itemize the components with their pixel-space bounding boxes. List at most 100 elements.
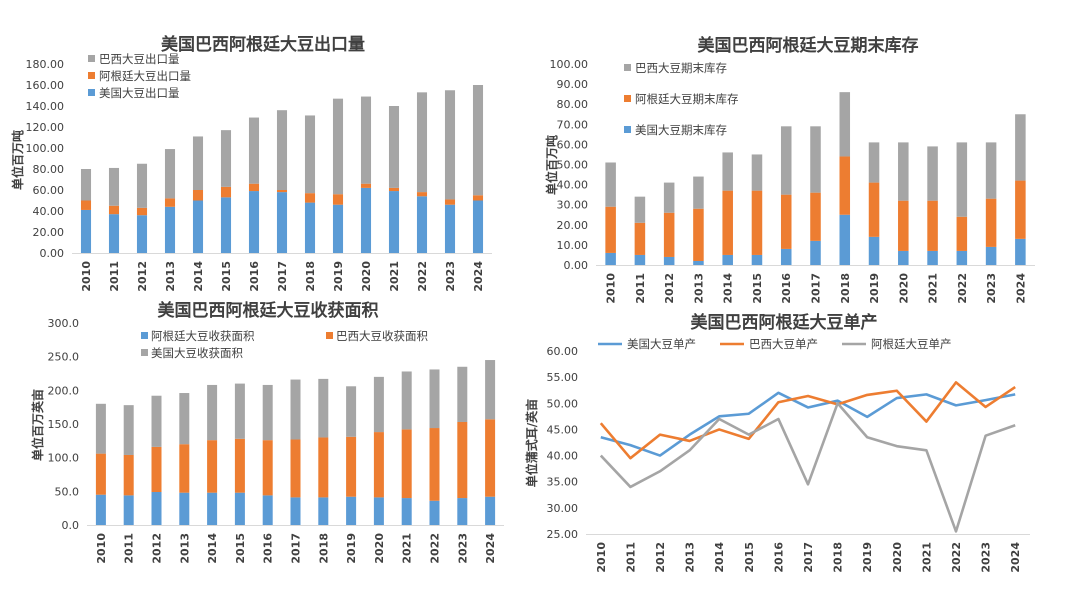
bar-segment xyxy=(304,193,316,203)
x-tick-label: 2010 xyxy=(595,542,608,573)
line-series xyxy=(600,391,1016,457)
bar-segment xyxy=(304,115,316,194)
chart-title: 美国巴西阿根廷大豆单产 xyxy=(691,312,878,333)
x-tick-label: 2021 xyxy=(401,533,414,564)
legend-label: 阿根廷大豆期末库存 xyxy=(635,92,739,106)
bar-segment xyxy=(136,215,148,253)
bar-segment xyxy=(248,117,260,184)
x-tick-label: 2024 xyxy=(472,261,485,292)
y-tick-label: 140.00 xyxy=(26,100,65,113)
x-tick-label: 2013 xyxy=(164,261,177,292)
x-tick-label: 2022 xyxy=(429,533,442,564)
bar-segment xyxy=(332,194,344,205)
y-tick-label: 40.00 xyxy=(33,205,65,218)
bar-segment xyxy=(207,492,218,525)
legend-swatch xyxy=(141,349,148,356)
bar-segment xyxy=(927,250,938,265)
bar-segment xyxy=(276,190,288,193)
y-tick-label: 35.00 xyxy=(547,476,579,489)
bar-segment xyxy=(416,192,428,197)
bar-segment xyxy=(839,214,851,265)
legend-label: 巴西大豆期末库存 xyxy=(635,61,727,75)
bar-segment xyxy=(123,495,134,525)
bar-segment xyxy=(868,236,880,265)
x-tick-label: 2015 xyxy=(234,533,247,564)
bar-segment xyxy=(898,250,909,265)
bar-segment xyxy=(373,497,384,525)
bar-segment xyxy=(95,494,106,525)
bar-segment xyxy=(80,169,92,201)
chart-title: 美国巴西阿根廷大豆期末库存 xyxy=(698,35,919,56)
line-series xyxy=(599,401,1016,533)
x-tick-label: 2016 xyxy=(772,542,785,573)
bar-segment xyxy=(693,208,704,261)
x-tick-label: 2024 xyxy=(1014,273,1027,304)
y-tick-label: 60.00 xyxy=(33,184,65,197)
y-tick-label: 25.00 xyxy=(547,528,579,541)
y-tick-label: 80.00 xyxy=(557,98,589,111)
bar-segment xyxy=(192,136,204,190)
bar-segment xyxy=(693,260,704,265)
x-tick-label: 2018 xyxy=(832,542,845,573)
bar-segment xyxy=(234,492,245,525)
y-tick-label: 20.00 xyxy=(557,219,589,232)
x-tick-label: 2017 xyxy=(810,273,823,304)
bar-segment xyxy=(248,183,260,192)
x-tick-label: 2014 xyxy=(713,542,726,573)
bar-segment xyxy=(95,453,106,495)
bar-segment xyxy=(80,200,92,210)
legend-label: 阿根廷大豆出口量 xyxy=(99,69,191,83)
legend-label: 美国大豆期末库存 xyxy=(635,123,727,137)
x-tick-label: 2013 xyxy=(684,542,697,573)
bar-segment xyxy=(360,187,372,253)
x-tick-label: 2019 xyxy=(345,533,358,564)
x-tick-label: 2022 xyxy=(950,542,963,573)
bar-segment xyxy=(192,200,204,253)
bar-segment xyxy=(318,497,329,525)
x-tick-label: 2012 xyxy=(151,533,164,564)
y-tick-label: 100.00 xyxy=(26,142,65,155)
bar-segment xyxy=(868,142,880,183)
bar-segment xyxy=(751,154,763,191)
bar-segment xyxy=(164,149,176,199)
bar-segment xyxy=(985,246,997,265)
bar-segment xyxy=(179,444,190,493)
x-tick-label: 2014 xyxy=(722,273,735,304)
legend-swatch xyxy=(88,55,95,62)
x-tick-label: 2017 xyxy=(276,261,289,292)
bar-segment xyxy=(472,85,484,196)
x-tick-label: 2011 xyxy=(624,542,637,573)
y-tick-label: 100.0 xyxy=(48,452,80,465)
y-tick-label: 30.00 xyxy=(547,502,579,515)
bar-segment xyxy=(634,196,646,223)
y-tick-label: 50.00 xyxy=(547,397,579,410)
legend-swatch xyxy=(88,72,95,79)
bar-segment xyxy=(722,254,733,265)
y-tick-label: 40.00 xyxy=(557,179,589,192)
bar-segment xyxy=(693,176,704,209)
x-tick-label: 2018 xyxy=(839,273,852,304)
bar-segment xyxy=(927,200,938,251)
bar-segment xyxy=(318,437,329,498)
x-tick-label: 2013 xyxy=(692,273,705,304)
legend-swatch xyxy=(624,64,631,71)
x-tick-label: 2022 xyxy=(416,261,429,292)
y-tick-label: 60.00 xyxy=(547,345,579,358)
x-tick-label: 2023 xyxy=(456,533,469,564)
bar-segment xyxy=(868,182,880,237)
chart-title: 美国巴西阿根廷大豆出口量 xyxy=(161,34,365,55)
y-axis-label: 单位百万吨 xyxy=(10,130,25,190)
bar-segment xyxy=(956,142,968,217)
bar-segment xyxy=(605,252,616,265)
bar-segment xyxy=(634,254,646,265)
bar-segment xyxy=(780,248,792,265)
bar-segment xyxy=(898,200,909,251)
bar-segment xyxy=(290,497,301,525)
bar-segment xyxy=(444,204,456,253)
y-tick-label: 0.00 xyxy=(564,259,589,272)
bar-segment xyxy=(262,384,273,441)
legend-label: 美国大豆单产 xyxy=(627,337,696,351)
